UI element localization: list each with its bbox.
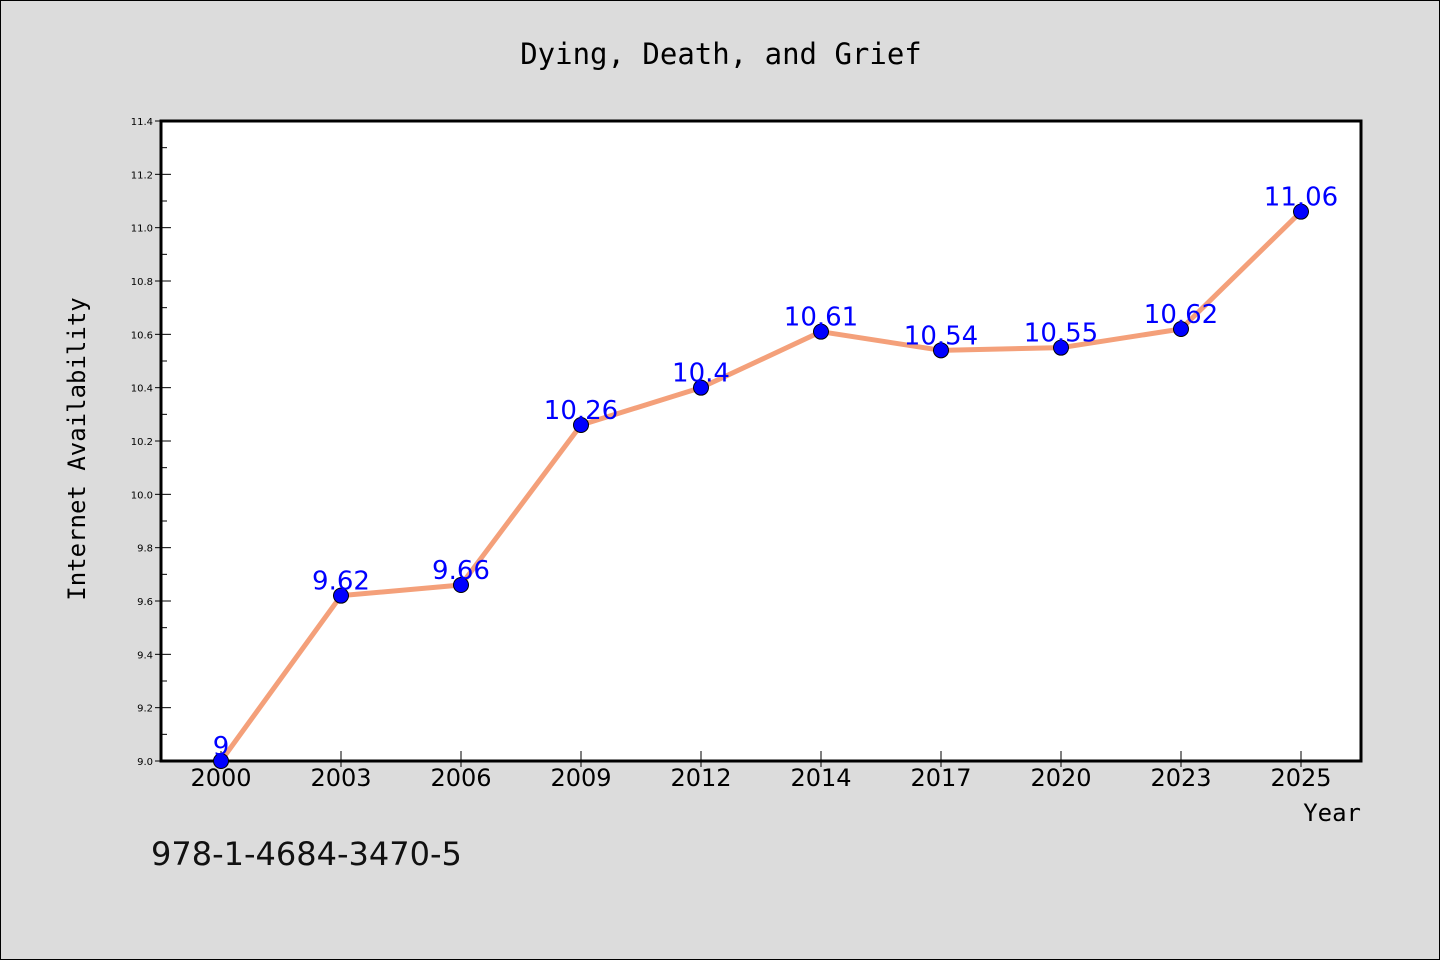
y-tick-label: 10.4: [131, 384, 153, 395]
data-point-marker: [933, 342, 949, 359]
data-label: 10.54: [904, 321, 978, 351]
data-point-marker: [333, 587, 349, 604]
x-tick-label: 2025: [1270, 764, 1331, 792]
x-tick-label: 2017: [910, 764, 971, 792]
x-axis-ticks: 2000 2003 2006 2009 2012 2014 2017 2020 2023 2025: [190, 751, 1332, 792]
series-layer: [218, 209, 1304, 764]
y-tick-label: 9.6: [137, 597, 153, 608]
x-tick-label: 2012: [670, 764, 731, 792]
data-point-marker: [1173, 321, 1189, 337]
y-tick-label: 10.2: [131, 437, 153, 448]
data-label: 10.62: [1144, 300, 1218, 330]
y-tick-label: 10.6: [131, 330, 153, 341]
data-point-marker: [813, 323, 829, 340]
data-point-marker: [693, 379, 709, 396]
plot-area: [159, 119, 1363, 763]
data-point-marker: [1293, 203, 1309, 220]
x-tick-label: 2020: [1030, 764, 1091, 792]
data-label: 9.66: [432, 556, 490, 586]
y-tick-label: 9.0: [137, 757, 153, 768]
x-tick-label: 2009: [550, 764, 611, 792]
y-tick-label: 10.8: [131, 277, 153, 288]
data-point-marker: [453, 577, 469, 593]
data-point-marker: [213, 753, 229, 769]
data-label: 10.26: [544, 396, 618, 426]
y-tick-label: 11.4: [131, 117, 153, 128]
y-tick-label: 9.4: [137, 650, 153, 661]
plot-frame: [159, 119, 1363, 763]
data-point-marker: [1053, 339, 1069, 356]
data-label: 9: [213, 732, 230, 762]
data-label: 10.4: [672, 359, 730, 389]
markers-layer: [213, 203, 1309, 769]
x-tick-label: 2023: [1150, 764, 1211, 792]
y-axis-ticks: 9.0 9.2 9.4 9.6 9.8 10.0 10.2 10.4 10.6 10.8 11.0 1…: [131, 117, 171, 768]
chart-title: Dying, Death, and Grief: [520, 37, 922, 71]
x-tick-label: 2006: [430, 764, 491, 792]
y-axis-label: Internet Availability: [63, 297, 91, 600]
isbn-footer: 978-1-4684-3470-5: [151, 835, 462, 873]
y-tick-label: 9.2: [137, 704, 153, 715]
y-tick-label: 11.2: [131, 170, 153, 181]
data-label: 10.61: [784, 303, 858, 333]
data-labels-layer: 9 9.62 9.66 10.26 10.4 10.61 10.54 10.55 10.62 11…: [213, 183, 1338, 762]
x-tick-label: 2003: [310, 764, 371, 792]
y-tick-label: 10.0: [131, 490, 153, 501]
x-axis-label: Year: [1303, 799, 1361, 827]
y-tick-label: 9.8: [137, 544, 153, 555]
y-tick-label: 11.0: [131, 224, 153, 235]
data-point-marker: [573, 417, 589, 433]
data-label: 9.62: [312, 567, 370, 597]
data-label: 10.55: [1024, 319, 1098, 349]
data-label: 11.06: [1264, 183, 1338, 213]
series-line: [218, 209, 1304, 764]
x-tick-label: 2014: [790, 764, 851, 792]
